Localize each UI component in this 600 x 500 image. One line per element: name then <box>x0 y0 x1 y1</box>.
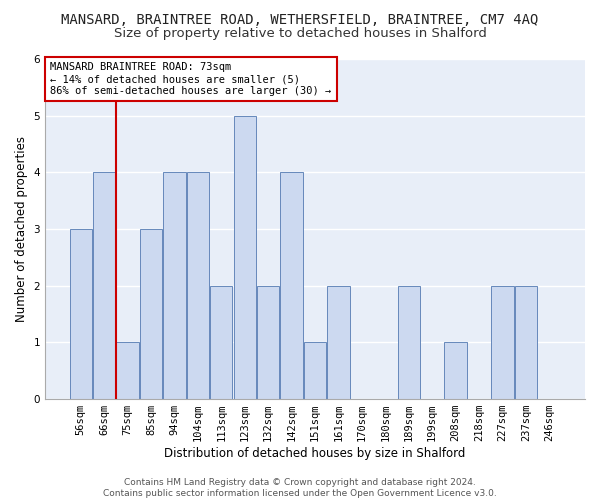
Text: MANSARD, BRAINTREE ROAD, WETHERSFIELD, BRAINTREE, CM7 4AQ: MANSARD, BRAINTREE ROAD, WETHERSFIELD, B… <box>61 12 539 26</box>
Bar <box>328 286 350 399</box>
Bar <box>491 286 514 399</box>
Bar <box>116 342 139 399</box>
Text: Contains HM Land Registry data © Crown copyright and database right 2024.
Contai: Contains HM Land Registry data © Crown c… <box>103 478 497 498</box>
Text: Size of property relative to detached houses in Shalford: Size of property relative to detached ho… <box>113 28 487 40</box>
X-axis label: Distribution of detached houses by size in Shalford: Distribution of detached houses by size … <box>164 447 466 460</box>
Bar <box>304 342 326 399</box>
Bar <box>233 116 256 399</box>
Bar <box>140 229 162 399</box>
Bar <box>515 286 537 399</box>
Bar <box>257 286 279 399</box>
Bar <box>93 172 115 399</box>
Y-axis label: Number of detached properties: Number of detached properties <box>15 136 28 322</box>
Bar <box>445 342 467 399</box>
Text: MANSARD BRAINTREE ROAD: 73sqm
← 14% of detached houses are smaller (5)
86% of se: MANSARD BRAINTREE ROAD: 73sqm ← 14% of d… <box>50 62 332 96</box>
Bar <box>70 229 92 399</box>
Bar <box>398 286 420 399</box>
Bar <box>163 172 185 399</box>
Bar <box>210 286 232 399</box>
Bar <box>187 172 209 399</box>
Bar <box>280 172 303 399</box>
